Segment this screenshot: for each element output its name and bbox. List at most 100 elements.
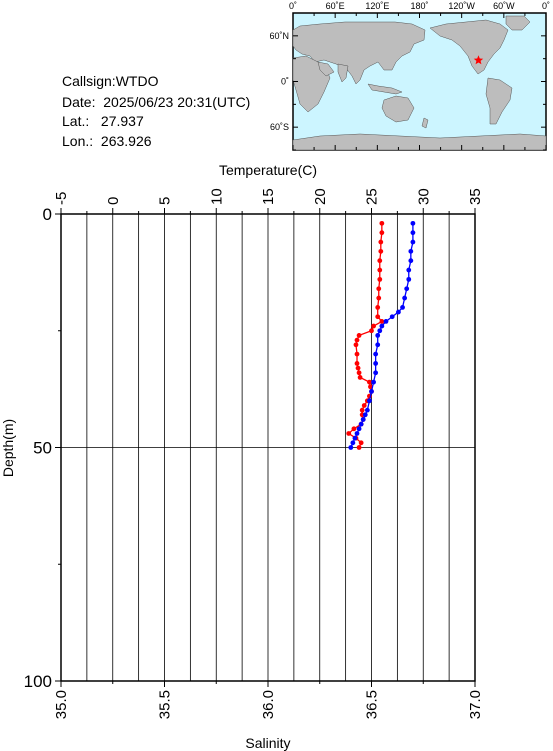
salinity-point: [406, 276, 412, 282]
date-line: Date: 2025/06/23 20:31(UTC): [62, 94, 250, 110]
temperature-point: [359, 407, 365, 413]
temperature-tick-label: 5: [157, 197, 174, 205]
salinity-point: [400, 305, 405, 310]
salinity-tick-label: 35.5: [157, 690, 174, 719]
date-label: Date:: [62, 94, 96, 110]
arabia-landmass: [317, 61, 335, 77]
salinity-tick-label: 37.0: [467, 690, 484, 719]
salinity-point: [348, 445, 354, 450]
greenland-landmass: [505, 15, 531, 31]
salinity-point: [408, 258, 414, 264]
map-lon-labels: 0˚ 60˚E 120˚E 180˚ 120˚W 60˚W 0˚: [289, 1, 550, 11]
salinity-tick-label: 35.0: [53, 690, 70, 719]
salinity-point: [404, 286, 410, 292]
salinity-point: [375, 333, 381, 338]
lon-value: 263.926: [100, 133, 152, 149]
map-lat-labels: 60˚N 0˚ 60˚S: [269, 31, 289, 132]
date-value: 2025/06/23 20:31(UTC): [103, 94, 251, 110]
salinity-point: [371, 379, 376, 385]
lat-value: 27.937: [100, 113, 144, 129]
map-lon-tick-label: 180˚: [410, 1, 428, 11]
temperature-point: [377, 276, 383, 282]
temperature-axis-title: Temperature(C): [219, 162, 317, 178]
temperature-point: [354, 337, 360, 343]
temperature-point: [379, 230, 385, 236]
salinity-point: [402, 295, 408, 301]
lat-label: Lat.:: [62, 113, 90, 129]
temperature-point: [357, 375, 363, 380]
grid-layer: [60, 214, 476, 681]
temperature-point: [375, 305, 381, 310]
salinity-point: [375, 342, 381, 348]
salinity-point: [360, 417, 366, 422]
temperature-point: [346, 431, 352, 436]
temperature-tick-label: 15: [260, 188, 277, 205]
temperature-point: [378, 248, 384, 254]
temperature-point: [355, 365, 361, 371]
salinity-point: [396, 309, 401, 315]
india-landmass: [337, 63, 349, 83]
temperature-point: [356, 333, 362, 338]
salinity-point: [373, 361, 379, 366]
temperature-tick-label: 10: [208, 188, 225, 205]
map-lon-tick-label: 120˚E: [365, 1, 389, 11]
salinity-point: [367, 398, 372, 404]
temperature-point: [356, 445, 362, 450]
temperature-point: [377, 267, 383, 273]
temperature-point: [377, 258, 383, 264]
salinity-point: [410, 220, 416, 226]
salinity-point: [373, 351, 379, 357]
temperature-point: [361, 403, 367, 408]
temperature-tick-label: 0: [105, 197, 122, 205]
depth-tick-label: 0: [43, 205, 52, 224]
salinity-point: [352, 435, 358, 441]
salinity-point: [350, 440, 356, 446]
temperature-point: [371, 323, 376, 329]
temperature-point: [356, 370, 362, 376]
salinity-tick-label: 36.0: [260, 690, 277, 719]
map-land: [292, 15, 547, 151]
lon-line: Lon.: 263.926: [62, 133, 152, 149]
salinity-point: [410, 230, 416, 236]
temperature-point: [354, 361, 360, 366]
temperature-tick-label: -5: [53, 192, 70, 205]
temperature-point: [369, 328, 374, 334]
map-lon-tick-label: 60˚E: [326, 1, 345, 11]
depth-axis-title: Depth(m): [0, 419, 16, 477]
depth-tick-label: 50: [33, 439, 52, 458]
map-lat-tick-label: 60˚N: [269, 31, 289, 41]
salinity-axis: 35.0 35.5 36.0 36.5 37.0: [53, 681, 484, 719]
lon-label: Lon.:: [62, 133, 94, 149]
salinity-point: [408, 248, 414, 254]
map-lon-tick-label: 60˚W: [493, 1, 515, 11]
temperature-point: [376, 295, 382, 301]
callsign-value: WTDO: [115, 73, 159, 89]
indonesia-landmass: [367, 83, 403, 95]
salinity-point: [364, 407, 370, 413]
salinity-point: [358, 421, 364, 427]
salinity-point: [369, 389, 374, 394]
salinity-axis-title: Salinity: [245, 735, 290, 751]
salinity-point: [362, 412, 368, 418]
temperature-tick-label: 25: [364, 188, 381, 205]
depth-tick-label: 100: [24, 672, 52, 691]
temperature-tick-label: 30: [415, 188, 432, 205]
salinity-point: [410, 239, 416, 245]
australia-landmass: [381, 95, 415, 123]
salinity-point: [356, 426, 362, 432]
temperature-point: [376, 286, 382, 292]
lat-line: Lat.: 27.937: [62, 113, 144, 129]
new-zealand-landmass: [421, 117, 429, 129]
temperature-tick-label: 35: [467, 188, 484, 205]
temperature-axis: -5 0 5 10 15 20 25 30 35: [53, 188, 484, 214]
temperature-point: [375, 314, 381, 320]
map-lon-tick-label: 0˚: [542, 1, 550, 11]
map-marker-layer: [473, 55, 484, 65]
map-lat-tick-label: 0˚: [281, 77, 289, 87]
salinity-point: [389, 314, 395, 320]
callsign-label: Callsign:: [62, 73, 116, 89]
temperature-point: [353, 342, 359, 348]
map-lon-tick-label: 120˚W: [448, 1, 475, 11]
